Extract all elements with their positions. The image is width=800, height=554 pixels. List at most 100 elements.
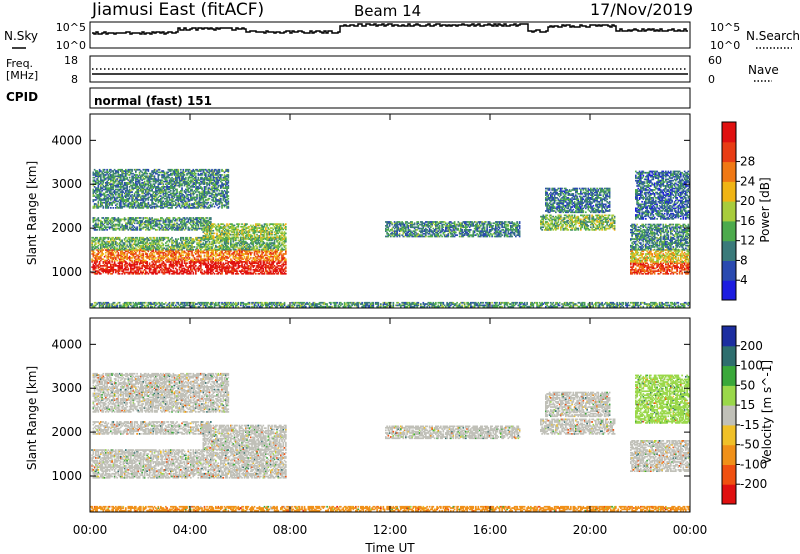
heatmap-cell — [132, 183, 135, 186]
heatmap-cell — [120, 253, 122, 255]
heatmap-cell — [163, 267, 166, 270]
heatmap-cell — [157, 253, 160, 255]
heatmap-cell — [235, 248, 237, 251]
heatmap-cell — [142, 197, 145, 200]
heatmap-cell — [131, 207, 133, 209]
heatmap-cell — [151, 257, 153, 259]
heatmap-cell — [91, 258, 93, 261]
heatmap-cell — [180, 221, 182, 223]
heatmap-cell — [152, 259, 155, 262]
heatmap-cell — [248, 246, 251, 248]
heatmap-cell — [140, 262, 142, 265]
heatmap-cell — [257, 254, 260, 257]
heatmap-cell — [221, 250, 223, 253]
heatmap-cell — [111, 236, 113, 239]
heatmap-cell — [196, 238, 198, 240]
heatmap-cell — [158, 265, 161, 267]
heatmap-cell — [162, 222, 165, 225]
heatmap-cell — [173, 226, 176, 229]
heatmap-cell — [128, 251, 131, 254]
heatmap-cell — [111, 227, 113, 230]
heatmap-cell — [160, 238, 162, 240]
heatmap-cell — [148, 218, 151, 221]
heatmap-cell — [181, 187, 183, 190]
heatmap-cell — [275, 258, 277, 261]
heatmap-cell — [188, 258, 191, 261]
heatmap-cell — [282, 263, 285, 266]
heatmap-cell — [116, 200, 118, 203]
heatmap-cell — [210, 246, 212, 248]
heatmap-cell — [102, 188, 105, 191]
heatmap-cell — [260, 267, 262, 270]
heatmap-cell — [158, 266, 161, 269]
heatmap-cell — [128, 218, 131, 221]
heatmap-cell — [275, 249, 277, 251]
heatmap-cell — [255, 240, 257, 243]
heatmap-cell — [180, 266, 182, 269]
heatmap-cell — [251, 261, 253, 263]
heatmap-cell — [138, 223, 141, 226]
heatmap-cell — [226, 267, 228, 270]
heatmap-cell — [205, 271, 207, 274]
heatmap-cell — [111, 204, 113, 207]
heatmap-cell — [250, 251, 252, 254]
heatmap-cell — [211, 251, 213, 254]
heatmap-cell — [98, 239, 101, 242]
heatmap-cell — [271, 244, 273, 247]
heatmap-cell — [176, 244, 178, 247]
heatmap-cell — [191, 246, 193, 248]
heatmap-cell — [108, 262, 111, 265]
heatmap-cell — [112, 195, 115, 197]
heatmap-cell — [113, 254, 116, 257]
heatmap-cell — [261, 248, 263, 251]
heatmap-cell — [132, 229, 135, 231]
heatmap-cell — [116, 223, 118, 226]
heatmap-cell — [131, 259, 133, 262]
heatmap-cell — [220, 259, 222, 262]
heatmap-cell — [252, 242, 255, 244]
heatmap-cell — [266, 243, 268, 246]
heatmap-cell — [271, 253, 273, 255]
heatmap-cell — [207, 272, 210, 275]
heatmap-cell — [250, 246, 252, 248]
heatmap-cell — [225, 266, 227, 269]
heatmap-cell — [123, 271, 126, 274]
heatmap-cell — [115, 236, 117, 239]
heatmap-cell — [137, 239, 140, 242]
heatmap-cell — [177, 229, 180, 231]
heatmap-cell — [206, 248, 208, 251]
heatmap-cell — [136, 267, 138, 270]
heatmap-cell — [188, 271, 191, 274]
heatmap-cell — [185, 271, 187, 274]
heatmap-cell — [183, 247, 186, 250]
heatmap-cell — [285, 261, 287, 263]
heatmap-cell — [92, 195, 95, 197]
heatmap-cell — [163, 257, 166, 259]
heatmap-cell — [187, 268, 190, 271]
heatmap-cell — [142, 250, 145, 253]
heatmap-cell — [126, 266, 128, 269]
heatmap-cell — [185, 254, 187, 257]
heatmap-cell — [118, 189, 121, 192]
heatmap-cell — [125, 250, 127, 253]
heatmap-cell — [276, 239, 278, 242]
heatmap-cell — [110, 188, 112, 191]
heatmap-cell — [231, 263, 233, 266]
heatmap-cell — [206, 265, 208, 267]
heatmap-cell — [148, 248, 151, 251]
heatmap-cell — [116, 259, 118, 262]
heatmap-cell — [96, 249, 98, 251]
heatmap-cell — [177, 259, 180, 262]
heatmap-cell — [151, 219, 153, 222]
heatmap-cell — [115, 171, 117, 174]
heatmap-cell — [253, 270, 256, 273]
heatmap-cell — [190, 217, 192, 219]
heatmap-cell — [117, 271, 120, 274]
heatmap-cell — [151, 248, 153, 251]
heatmap-cell — [225, 239, 227, 242]
heatmap-cell — [147, 175, 150, 178]
heatmap-cell — [141, 254, 143, 257]
heatmap-cell — [237, 242, 240, 244]
heatmap-cell — [243, 261, 246, 263]
heatmap-cell — [145, 199, 147, 201]
